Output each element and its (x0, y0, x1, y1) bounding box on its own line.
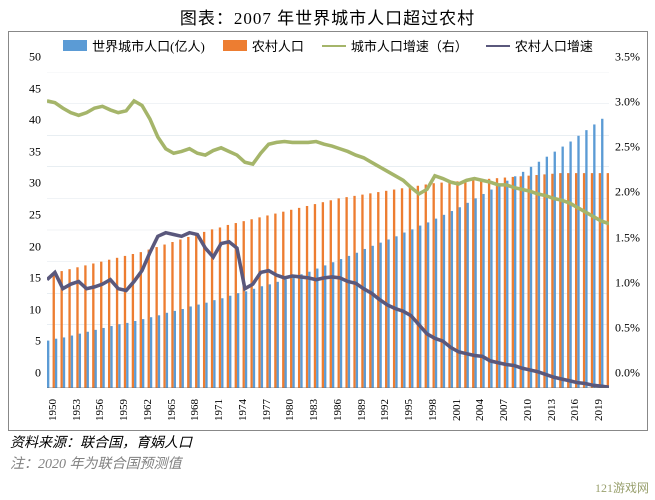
x-axis: 1950 1953 1956 1959 1962 1965 1968 1971 1974 1977… (47, 390, 609, 430)
y-left-tick: 45 (29, 81, 41, 96)
y-right-tick: 2.0% (615, 185, 640, 200)
swatch-rural-growth-icon (486, 45, 510, 47)
legend-rural-bar-label: 农村人口 (252, 36, 304, 55)
y-right-tick: 3.0% (615, 95, 640, 110)
x-tick: 1953 (71, 399, 83, 421)
y-left-tick: 5 (35, 334, 41, 349)
y-left-tick: 25 (29, 208, 41, 223)
x-tick: 1971 (213, 399, 225, 421)
x-tick: 1983 (308, 399, 320, 421)
swatch-urban-growth-icon (322, 45, 346, 47)
x-tick: 2010 (522, 399, 534, 421)
x-tick: 1980 (284, 399, 296, 421)
x-tick: 2004 (474, 399, 486, 421)
swatch-rural-bar-icon (223, 40, 247, 51)
y-left-tick: 0 (35, 366, 41, 381)
y-right-tick: 1.0% (615, 275, 640, 290)
x-tick: 1956 (94, 399, 106, 421)
x-tick: 1974 (237, 399, 249, 421)
x-tick: 1977 (261, 399, 273, 421)
x-tick: 1998 (427, 399, 439, 421)
x-tick: 1962 (142, 399, 154, 421)
plot-svg (47, 72, 609, 388)
y-left-tick: 35 (29, 144, 41, 159)
watermark: 121游戏网 (595, 479, 649, 496)
x-tick: 1965 (166, 399, 178, 421)
y-right-tick: 1.5% (615, 230, 640, 245)
x-tick: 1995 (403, 399, 415, 421)
legend-rural-growth: 农村人口增速 (486, 36, 593, 55)
legend-urban-growth: 城市人口增速（右） (322, 36, 468, 55)
x-tick: 1986 (332, 399, 344, 421)
x-tick: 1959 (118, 399, 130, 421)
plot-area (47, 72, 609, 388)
x-tick: 2013 (546, 399, 558, 421)
y-left-tick: 15 (29, 271, 41, 286)
footer: 资料来源：联合国，育娲人口 注：2020 年为联合国预测值 (0, 431, 655, 475)
y-left-tick: 20 (29, 239, 41, 254)
y-left-tick: 30 (29, 176, 41, 191)
y-right-tick: 0.0% (615, 366, 640, 381)
y-right-tick: 2.5% (615, 140, 640, 155)
chart-title: 图表：2007 年世界城市人口超过农村 (0, 0, 655, 31)
y-axis-right: 0.0%0.5%1.0%1.5%2.0%2.5%3.0%3.5% (611, 72, 647, 388)
y-left-tick: 40 (29, 113, 41, 128)
swatch-urban-bar-icon (63, 40, 87, 51)
y-axis-left: 05101520253035404550 (9, 72, 45, 388)
legend-rural-growth-label: 农村人口增速 (515, 36, 593, 55)
x-tick: 2016 (569, 399, 581, 421)
legend-urban-growth-label: 城市人口增速（右） (351, 36, 468, 55)
source-line: 资料来源：联合国，育娲人口 (10, 433, 645, 454)
chart-container: 世界城市人口(亿人) 农村人口 城市人口增速（右） 农村人口增速 0 5 10 15 2… (8, 31, 648, 431)
legend-urban-bar: 世界城市人口(亿人) (63, 36, 205, 55)
x-tick: 1950 (47, 399, 59, 421)
x-tick: 1989 (356, 399, 368, 421)
x-tick: 1968 (189, 399, 201, 421)
note-line: 注：2020 年为联合国预测值 (10, 454, 645, 475)
x-tick: 2001 (451, 399, 463, 421)
y-left-tick: 10 (29, 302, 41, 317)
x-tick: 2019 (593, 399, 605, 421)
x-tick: 2007 (498, 399, 510, 421)
legend-rural-bar: 农村人口 (223, 36, 304, 55)
legend-urban-bar-label: 世界城市人口(亿人) (92, 36, 205, 55)
x-tick: 1992 (379, 399, 391, 421)
y-right-tick: 0.5% (615, 320, 640, 335)
legend: 世界城市人口(亿人) 农村人口 城市人口增速（右） 农村人口增速 (9, 34, 647, 57)
